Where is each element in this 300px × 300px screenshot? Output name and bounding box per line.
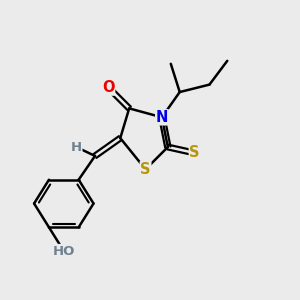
Text: HO: HO <box>52 244 75 258</box>
Text: N: N <box>156 110 168 125</box>
Text: S: S <box>189 146 200 160</box>
Text: H: H <box>71 140 82 154</box>
Text: S: S <box>140 162 151 177</box>
Text: O: O <box>102 80 115 95</box>
